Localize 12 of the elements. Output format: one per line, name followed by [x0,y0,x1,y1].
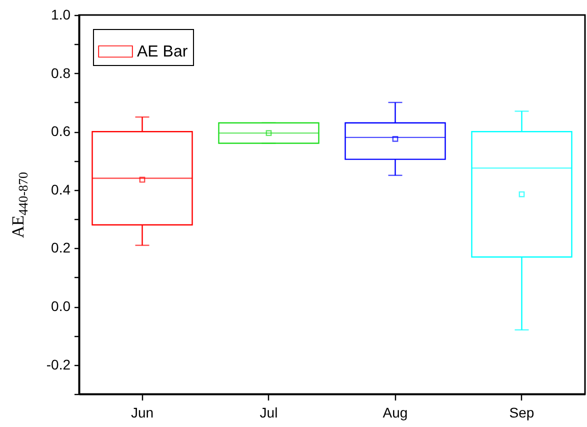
x-tick-label: Sep [509,404,534,420]
x-tick-label: Aug [382,404,408,420]
y-tick-label: 0.2 [51,240,71,256]
y-tick-label: 0.4 [51,181,71,198]
x-tick-label: Jul [260,404,278,420]
y-tick-label: 0.6 [51,123,71,140]
y-tick-label: -0.2 [46,356,71,372]
legend-label: AE Bar [137,44,188,60]
y-tick-label: 1.0 [51,6,71,22]
x-tick-label: Jun [130,404,154,420]
y-tick-label: 0.0 [51,298,71,314]
y-tick-label: 0.8 [51,64,71,81]
